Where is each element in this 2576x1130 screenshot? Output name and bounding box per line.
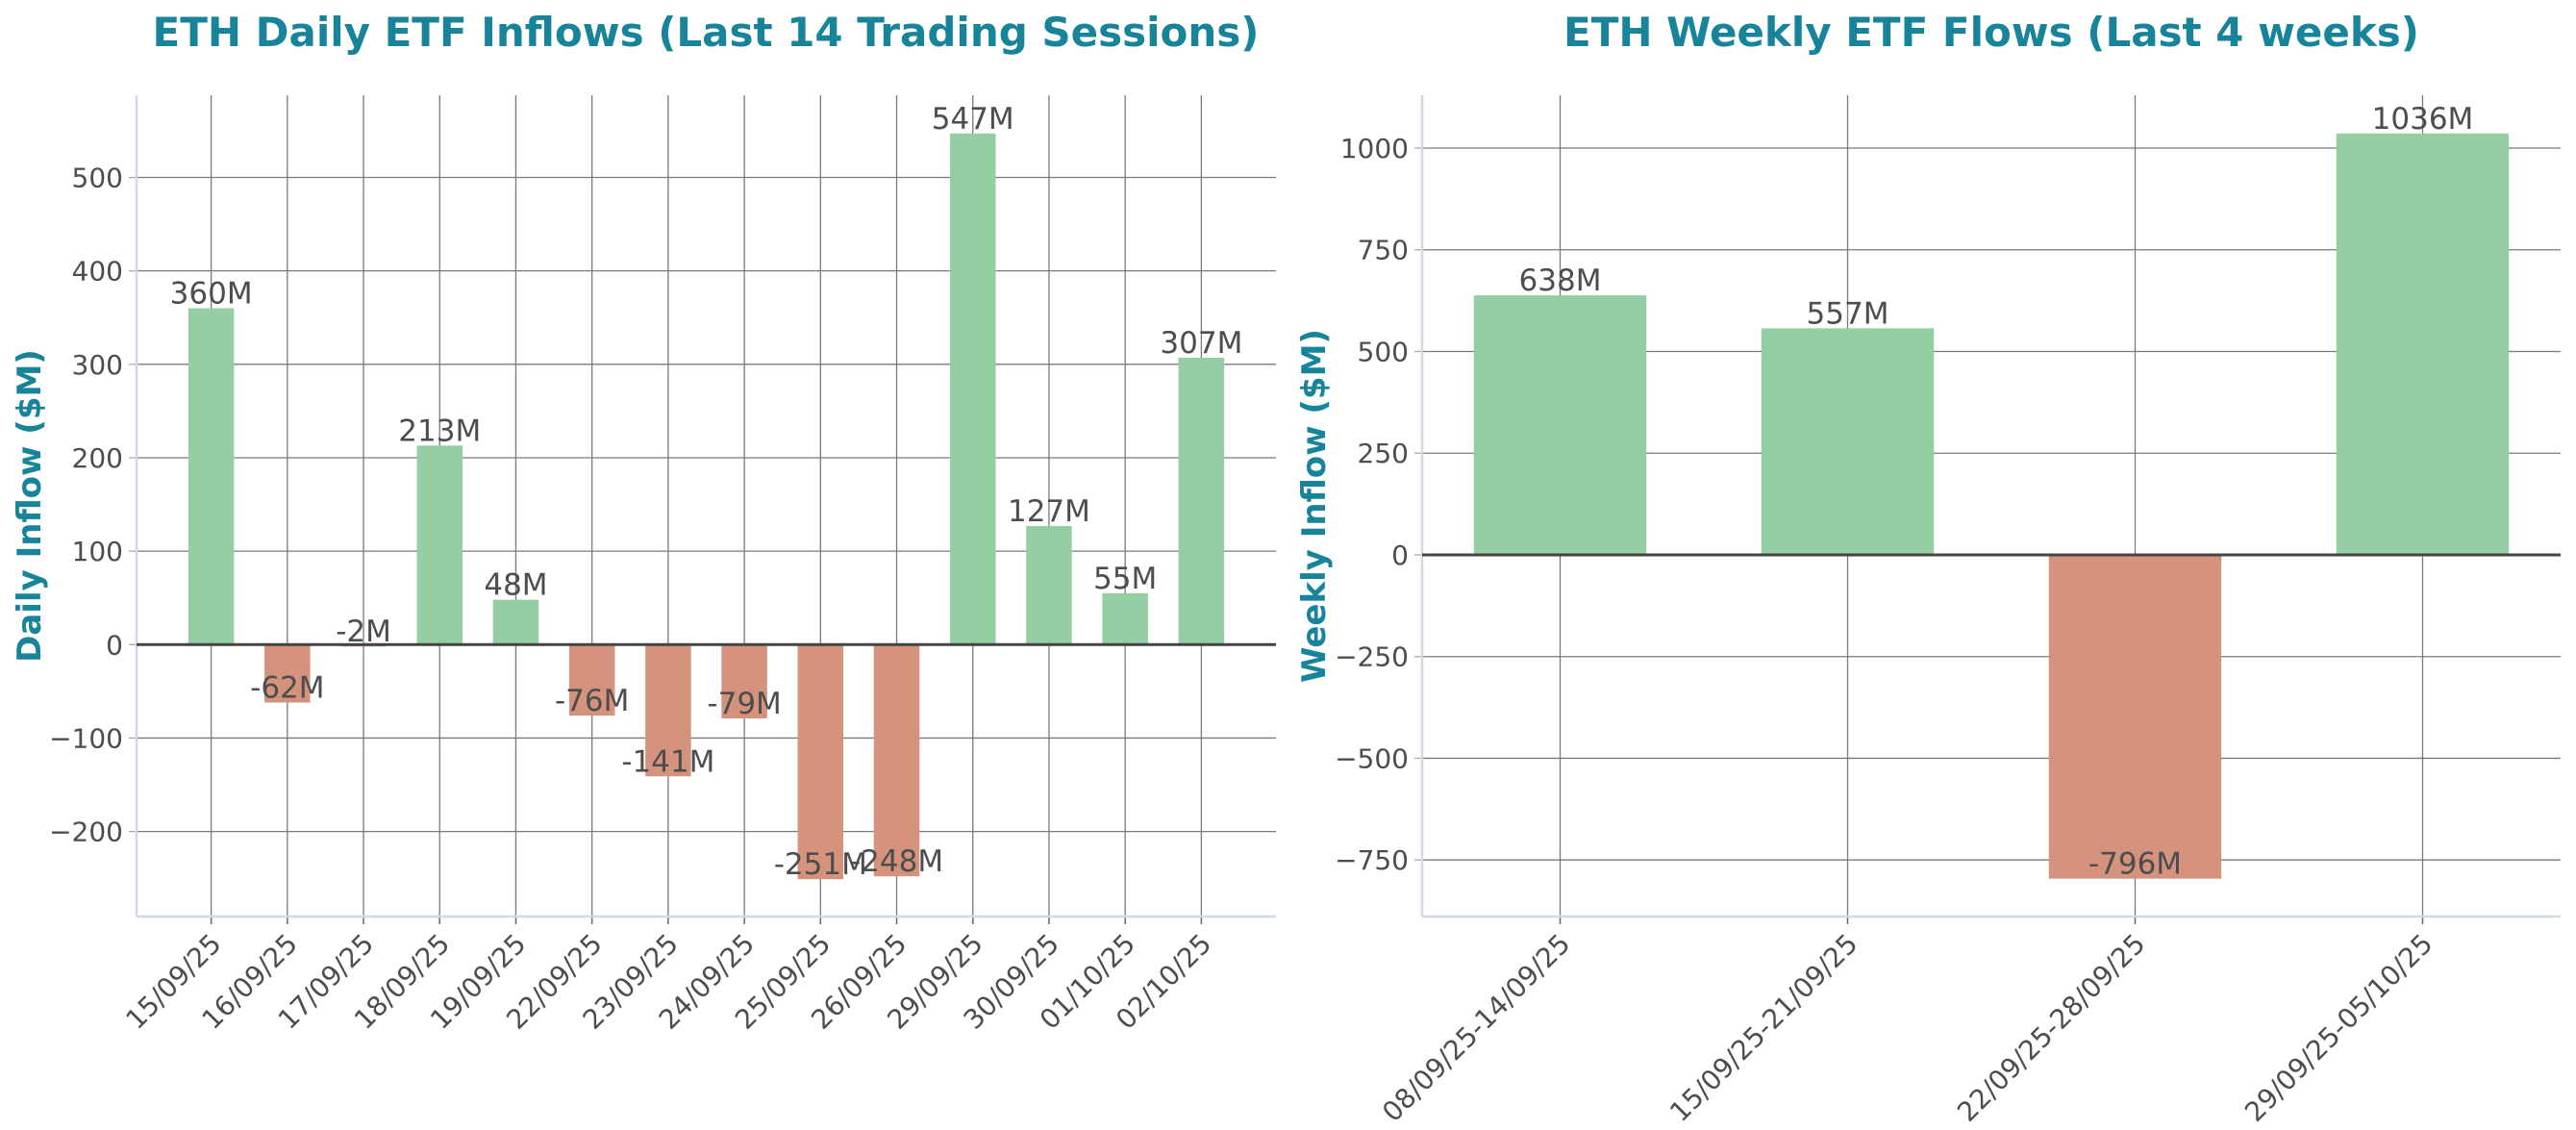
data-label: 557M	[1807, 296, 1889, 331]
bar	[416, 445, 463, 645]
bar	[1178, 358, 1225, 645]
x-tick-label: 15/09/25-21/09/25	[1663, 928, 1863, 1128]
bar	[188, 308, 235, 645]
y-tick-label: 1000	[1340, 133, 1409, 164]
daily-inflows-chart: ETH Daily ETF Inflows (Last 14 Trading S…	[11, 9, 1276, 1036]
data-label: -79M	[707, 687, 781, 721]
data-label: 1036M	[2372, 102, 2474, 137]
data-label: 48M	[484, 568, 547, 603]
chart-title: ETH Weekly ETF Flows (Last 4 weeks)	[1563, 9, 2419, 56]
y-tick-label: 100	[72, 536, 123, 567]
data-label: -76M	[555, 684, 629, 718]
y-tick-label: −500	[1335, 742, 1409, 774]
bar	[568, 644, 615, 716]
y-tick-label: 500	[1358, 336, 1409, 367]
data-label: 638M	[1519, 264, 1602, 298]
x-tick-label: 29/09/25-05/10/25	[2238, 928, 2438, 1128]
data-label: 127M	[1008, 494, 1090, 529]
y-tick-label: 0	[106, 629, 123, 661]
bar	[1026, 525, 1072, 645]
bar	[1102, 592, 1148, 645]
bar	[645, 644, 691, 777]
chart-title: ETH Daily ETF Inflows (Last 14 Trading S…	[153, 9, 1260, 56]
bar	[721, 644, 767, 719]
bar	[797, 644, 844, 880]
weekly-flows-chart: ETH Weekly ETF Flows (Last 4 weeks) Week…	[1295, 9, 2561, 1128]
y-tick-label: 200	[72, 442, 123, 474]
y-tick-label: −100	[49, 722, 123, 754]
data-label: -796M	[2088, 847, 2182, 882]
data-label: 213M	[398, 414, 481, 448]
y-axis-label: Weekly Inflow ($M)	[1295, 329, 1334, 683]
y-tick-label: 500	[72, 162, 123, 193]
y-tick-label: 300	[72, 349, 123, 381]
y-tick-label: 400	[72, 256, 123, 288]
y-tick-label: 0	[1391, 540, 1409, 571]
bar	[2048, 554, 2222, 879]
data-label: -2M	[336, 615, 391, 649]
y-axis-label: Daily Inflow ($M)	[11, 349, 49, 663]
bar	[1473, 295, 1647, 555]
data-label: -248M	[850, 844, 943, 879]
bar	[492, 599, 539, 645]
y-tick-label: −750	[1335, 844, 1409, 876]
x-tick-label: 22/09/25-28/09/25	[1951, 928, 2151, 1128]
bar	[949, 133, 996, 645]
x-tick-label: 08/09/25-14/09/25	[1376, 928, 1576, 1128]
data-label: -251M	[774, 847, 867, 882]
bar	[2336, 133, 2510, 555]
data-label: 307M	[1160, 326, 1242, 361]
bar	[1761, 328, 1935, 555]
y-tick-label: 250	[1358, 438, 1409, 469]
data-label: 360M	[170, 277, 253, 312]
y-tick-label: −200	[49, 816, 123, 848]
gridlines	[129, 95, 1276, 924]
y-tick-label: −250	[1335, 641, 1409, 673]
data-label: -62M	[250, 671, 324, 706]
data-label: -141M	[621, 744, 714, 779]
bar	[264, 644, 311, 703]
data-label: 55M	[1093, 562, 1157, 596]
bar	[873, 644, 920, 877]
data-label: 547M	[932, 102, 1014, 137]
y-tick-label: 750	[1358, 235, 1409, 266]
